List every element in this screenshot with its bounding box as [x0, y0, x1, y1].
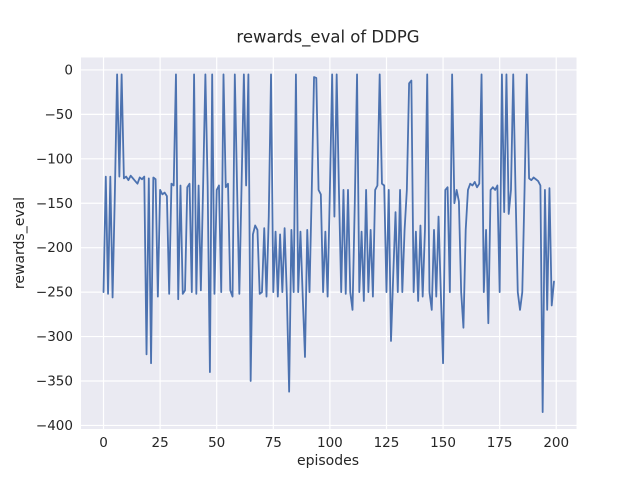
y-tick-label: −50 [45, 107, 74, 123]
x-tick-label: 125 [374, 435, 400, 451]
y-axis-label: rewards_eval [12, 196, 28, 290]
y-tick-label: −150 [36, 196, 73, 212]
y-tick-label: −350 [36, 374, 73, 390]
x-tick-label: 25 [152, 435, 169, 451]
x-tick-label: 0 [99, 435, 108, 451]
y-tick-label: −300 [36, 329, 73, 345]
y-tick-label: −200 [36, 240, 73, 256]
x-tick-label: 50 [208, 435, 225, 451]
reward-line-series [102, 73, 555, 414]
x-tick-label: 150 [430, 435, 456, 451]
chart-title: rewards_eval of DDPG [236, 27, 420, 47]
x-tick-label: 100 [317, 435, 343, 451]
y-tick-label: −400 [36, 418, 73, 434]
x-tick-label: 200 [543, 435, 569, 451]
y-tick-label: 0 [64, 62, 73, 78]
x-axis-label: episodes [296, 453, 360, 469]
x-tick-label: 75 [265, 435, 282, 451]
y-tick-label: −100 [36, 151, 73, 167]
y-tick-label: −250 [36, 285, 73, 301]
x-tick-label: 175 [487, 435, 513, 451]
